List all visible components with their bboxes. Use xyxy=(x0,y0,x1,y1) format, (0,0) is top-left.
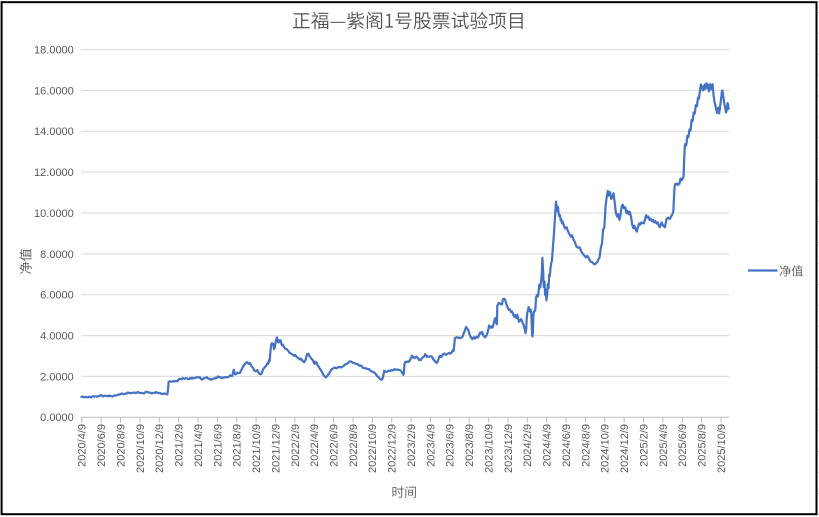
svg-text:2021/6/9: 2021/6/9 xyxy=(212,424,224,467)
svg-text:2023/8/9: 2023/8/9 xyxy=(464,424,476,467)
svg-text:2025/10/9: 2025/10/9 xyxy=(716,424,728,473)
svg-text:2022/2/9: 2022/2/9 xyxy=(290,424,302,467)
svg-text:8.0000: 8.0000 xyxy=(40,249,74,261)
svg-text:2024/12/9: 2024/12/9 xyxy=(619,424,631,473)
svg-text:2023/12/9: 2023/12/9 xyxy=(503,424,515,473)
svg-text:10.0000: 10.0000 xyxy=(34,208,74,220)
svg-text:14.0000: 14.0000 xyxy=(34,126,74,138)
svg-text:16.0000: 16.0000 xyxy=(34,85,74,97)
svg-text:2022/12/9: 2022/12/9 xyxy=(387,424,399,473)
svg-text:2022/6/9: 2022/6/9 xyxy=(329,424,341,467)
svg-text:2025/4/9: 2025/4/9 xyxy=(658,424,670,467)
svg-text:2020/10/9: 2020/10/9 xyxy=(135,424,147,473)
svg-text:2022/10/9: 2022/10/9 xyxy=(367,424,379,473)
svg-text:2023/6/9: 2023/6/9 xyxy=(445,424,457,467)
svg-text:2024/10/9: 2024/10/9 xyxy=(600,424,612,473)
svg-text:2021/8/9: 2021/8/9 xyxy=(232,424,244,467)
svg-text:12.0000: 12.0000 xyxy=(34,167,74,179)
svg-text:2021/4/9: 2021/4/9 xyxy=(193,424,205,467)
svg-text:0.0000: 0.0000 xyxy=(40,412,74,424)
svg-text:4.0000: 4.0000 xyxy=(40,331,74,343)
svg-text:2025/6/9: 2025/6/9 xyxy=(677,424,689,467)
svg-text:2023/10/9: 2023/10/9 xyxy=(484,424,496,473)
svg-text:2.0000: 2.0000 xyxy=(40,371,74,383)
svg-text:2020/12/9: 2020/12/9 xyxy=(154,424,166,473)
svg-text:2022/8/9: 2022/8/9 xyxy=(348,424,360,467)
svg-text:2025/2/9: 2025/2/9 xyxy=(638,424,650,467)
svg-text:2022/4/9: 2022/4/9 xyxy=(309,424,321,467)
svg-text:2024/8/9: 2024/8/9 xyxy=(580,424,592,467)
svg-text:2025/8/9: 2025/8/9 xyxy=(697,424,709,467)
svg-text:2024/2/9: 2024/2/9 xyxy=(522,424,534,467)
svg-text:2021/2/9: 2021/2/9 xyxy=(174,424,186,467)
svg-text:6.0000: 6.0000 xyxy=(40,290,74,302)
svg-text:2023/2/9: 2023/2/9 xyxy=(406,424,418,467)
svg-text:2020/6/9: 2020/6/9 xyxy=(96,424,108,467)
svg-text:2020/8/9: 2020/8/9 xyxy=(115,424,127,467)
svg-text:2024/4/9: 2024/4/9 xyxy=(542,424,554,467)
svg-text:18.0000: 18.0000 xyxy=(34,45,74,57)
svg-text:2020/4/9: 2020/4/9 xyxy=(77,424,89,467)
svg-text:2021/10/9: 2021/10/9 xyxy=(251,424,263,473)
svg-text:2021/12/9: 2021/12/9 xyxy=(270,424,282,473)
svg-text:2023/4/9: 2023/4/9 xyxy=(425,424,437,467)
svg-text:2024/6/9: 2024/6/9 xyxy=(561,424,573,467)
